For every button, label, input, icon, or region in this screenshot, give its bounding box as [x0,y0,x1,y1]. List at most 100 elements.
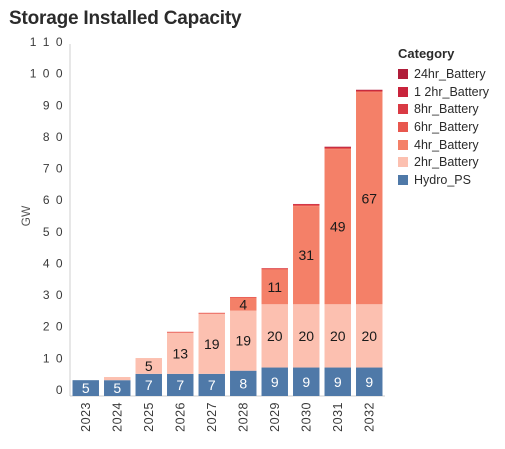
bar-segment [293,206,320,305]
data-label: 7 [145,377,153,393]
y-tick-label: 2 0 [43,320,64,334]
y-tick-label: 3 0 [43,288,64,302]
legend-swatch [398,139,408,150]
y-tick-labels: 0 1 0 2 0 3 0 4 0 5 0 6 0 7 0 8 0 9 0 1 0 0 1 1 0 [30,35,64,397]
bar-segment [356,90,383,92]
y-tick-label: 1 0 [43,351,64,365]
x-tick-label: 2028 [236,402,250,432]
legend-item[interactable]: 4hr_Battery [398,136,489,154]
y-tick-label: 8 0 [43,130,64,144]
bar-segment [356,89,383,91]
legend-item[interactable]: 6hr_Battery [398,118,489,136]
legend-item[interactable]: 24hr_Battery [398,65,489,83]
legend-swatch [398,104,408,115]
legend: Category 24hr_Battery 1 2hr_Battery 8hr_Ba… [398,46,489,189]
y-tick-label: 4 0 [43,256,64,270]
bar-segment [72,380,99,396]
bar-segment [167,373,194,396]
bar-segment [324,304,351,368]
bar-segment [135,358,162,374]
data-label: 11 [267,279,282,295]
x-tick-label: 2023 [79,402,93,432]
data-label: 19 [204,336,220,352]
bar-segment [230,297,257,311]
bar-segment [104,377,131,381]
y-tick-label: 7 0 [43,162,64,176]
data-label: 9 [271,374,279,390]
x-tick-label: 2026 [173,402,187,432]
x-tick-label: 2024 [110,402,124,432]
legend-swatch [398,157,408,168]
y-axis-title: GW [19,205,33,226]
bar-segment [261,268,288,269]
x-tick-labels: 2023 2024 2025 2026 2027 2028 2029 2030 2031 2032 [79,402,377,432]
y-tick-label: 6 0 [43,193,64,207]
bar-segment [293,204,320,207]
legend-title: Category [398,46,455,61]
bar-segment [135,373,162,396]
x-tick-label: 2027 [205,402,219,432]
data-label: 9 [302,374,310,390]
y-tick-label: 0 [56,383,64,397]
data-label: 5 [145,358,153,374]
bar-segment [324,146,351,148]
data-label: 20 [267,328,283,344]
bar-segment [356,91,383,93]
data-label: 19 [235,333,251,349]
data-label: 7 [176,377,184,393]
bar-segment [198,313,225,374]
legend-item[interactable]: 2hr_Battery [398,153,489,171]
chart-title: Storage Installed Capacity [9,8,242,29]
bar-segment [198,373,225,396]
x-tick-label: 2025 [142,402,156,432]
bar-segment [261,269,288,305]
data-label: 67 [361,190,377,206]
data-label: 13 [172,345,188,361]
bar-segment [230,296,257,298]
legend-label: 8hr_Battery [414,102,479,117]
bar-segment [261,268,288,270]
data-label: 5 [82,380,90,396]
data-label: 9 [334,374,342,390]
bar-segment [356,90,383,91]
data-label: 31 [298,247,314,263]
y-tick-label: 1 0 0 [30,67,64,81]
legend-label: 6hr_Battery [414,119,479,134]
bar-segment [324,367,351,396]
x-tick-label: 2029 [268,402,282,432]
data-label: 7 [208,377,216,393]
bar-segment [324,147,351,150]
bar-segment [356,304,383,368]
legend-item[interactable]: 8hr_Battery [398,100,489,118]
data-label: 49 [330,219,346,235]
y-tick-label: 5 0 [43,225,64,239]
data-label: 5 [113,380,121,396]
bar-segment [293,203,320,205]
bar-segment [293,304,320,368]
bar-segment [324,147,351,148]
bar-segment [293,204,320,205]
legend-item[interactable]: Hydro_PS [398,171,489,189]
legend-label: 4hr_Battery [414,137,479,152]
x-tick-label: 2030 [299,402,313,432]
data-label: 4 [239,296,247,312]
bar-segment [167,332,194,374]
legend-label: 24hr_Battery [414,66,486,81]
data-label: 20 [361,328,377,344]
bar-segment [167,331,194,333]
bar-segment [324,147,351,148]
bar-segment [293,367,320,396]
bar-segment [104,380,131,396]
bar-segment [198,312,225,314]
bar-segment [230,370,257,396]
bar-segment [356,92,383,305]
bar-segment [230,310,257,371]
x-tick-label: 2032 [362,402,376,432]
legend-swatch [398,121,408,132]
legend-item[interactable]: 1 2hr_Battery [398,83,489,101]
bars [72,89,383,396]
legend-label: Hydro_PS [414,172,471,187]
y-tick-label: 1 1 0 [30,35,64,49]
